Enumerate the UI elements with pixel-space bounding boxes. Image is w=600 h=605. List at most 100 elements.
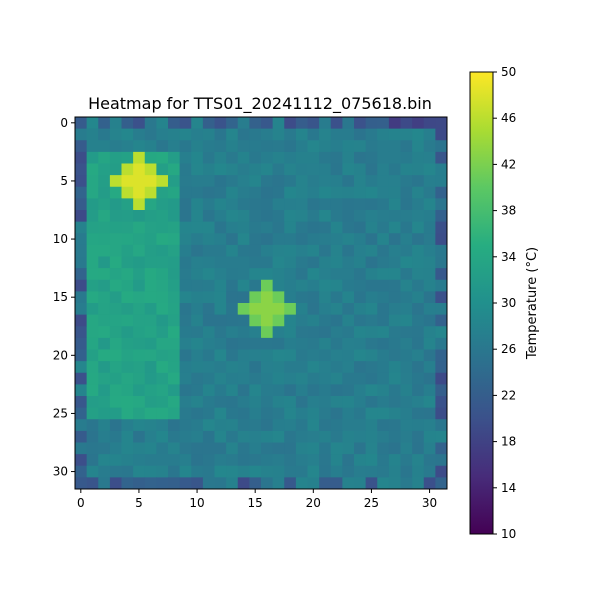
heatmap-cell (295, 186, 308, 199)
heatmap-cell (435, 314, 448, 327)
heatmap-cell (237, 372, 250, 385)
heatmap-cell (330, 442, 343, 455)
heatmap-cell (435, 186, 448, 199)
heatmap-cell (307, 151, 320, 164)
heatmap-cell (214, 454, 227, 467)
heatmap-cell (249, 314, 262, 327)
heatmap-cell (307, 140, 320, 153)
heatmap-cell (144, 175, 157, 188)
heatmap-cell (237, 337, 250, 350)
heatmap-cell (261, 221, 274, 234)
heatmap-cell (330, 291, 343, 304)
heatmap-cell (202, 117, 215, 130)
heatmap-cell (98, 175, 111, 188)
heatmap-cell (75, 140, 88, 153)
heatmap-cell (261, 442, 274, 455)
heatmap-cell (400, 326, 413, 339)
heatmap-cell (179, 268, 192, 281)
heatmap-cell (435, 396, 448, 409)
heatmap-cell (237, 326, 250, 339)
heatmap-cell (237, 186, 250, 199)
heatmap-cell (191, 349, 204, 362)
heatmap-cell (168, 442, 181, 455)
heatmap-cell (86, 233, 99, 246)
heatmap-cell (133, 326, 146, 339)
heatmap-cell (109, 117, 122, 130)
heatmap-cell (342, 477, 355, 490)
heatmap-cell (435, 233, 448, 246)
heatmap-cell (261, 372, 274, 385)
heatmap-cell (400, 477, 413, 490)
heatmap-cell (144, 128, 157, 141)
heatmap-cell (249, 128, 262, 141)
heatmap-cell (109, 221, 122, 234)
heatmap-cell (377, 256, 390, 269)
heatmap-cell (261, 303, 274, 316)
heatmap-cell (435, 210, 448, 223)
heatmap-cell (388, 244, 401, 257)
heatmap-cell (330, 326, 343, 339)
heatmap-cell (226, 256, 239, 269)
heatmap-cell (412, 140, 425, 153)
heatmap-cell (156, 175, 169, 188)
heatmap-cell (75, 210, 88, 223)
heatmap-cell (272, 233, 285, 246)
heatmap-cell (284, 186, 297, 199)
heatmap-cell (295, 291, 308, 304)
heatmap-cell (377, 244, 390, 257)
heatmap-cell (423, 186, 436, 199)
heatmap-cell (179, 163, 192, 176)
heatmap-cell (307, 279, 320, 292)
heatmap-cell (377, 210, 390, 223)
heatmap-cell (202, 407, 215, 420)
heatmap-cell (98, 430, 111, 443)
heatmap-cell (435, 454, 448, 467)
heatmap-cell (133, 430, 146, 443)
heatmap-cell (156, 128, 169, 141)
heatmap-cell (307, 175, 320, 188)
heatmap-cell (319, 256, 332, 269)
heatmap-cell (249, 291, 262, 304)
heatmap-cell (423, 117, 436, 130)
x-tick-label: 25 (364, 496, 379, 510)
heatmap-cell (202, 314, 215, 327)
heatmap-cell (168, 361, 181, 374)
heatmap-cell (377, 442, 390, 455)
heatmap-cell (86, 396, 99, 409)
heatmap-cell (75, 384, 88, 397)
heatmap-cell (377, 465, 390, 478)
heatmap-cell (202, 198, 215, 211)
heatmap-cell (284, 268, 297, 281)
heatmap-cell (342, 198, 355, 211)
heatmap-cell (168, 303, 181, 316)
colorbar-tick-label: 26 (501, 342, 516, 356)
heatmap-cell (191, 117, 204, 130)
heatmap-cell (354, 140, 367, 153)
heatmap-cell (330, 233, 343, 246)
heatmap-cell (121, 117, 134, 130)
heatmap-cell (144, 163, 157, 176)
heatmap-cell (144, 442, 157, 455)
heatmap-cell (109, 384, 122, 397)
heatmap-cell (365, 117, 378, 130)
colorbar-tick-label: 30 (501, 296, 516, 310)
heatmap-cell (377, 117, 390, 130)
heatmap-cell (284, 198, 297, 211)
heatmap-cell (261, 477, 274, 490)
heatmap-cell (388, 233, 401, 246)
heatmap-cell (365, 186, 378, 199)
heatmap-cell (400, 128, 413, 141)
heatmap-cell (249, 268, 262, 281)
heatmap-cell (354, 233, 367, 246)
heatmap-cell (214, 279, 227, 292)
heatmap-cell (179, 175, 192, 188)
heatmap-cell (86, 337, 99, 350)
heatmap-cell (435, 303, 448, 316)
heatmap-cell (330, 407, 343, 420)
heatmap-cell (412, 256, 425, 269)
heatmap-cell (365, 210, 378, 223)
heatmap-cell (109, 337, 122, 350)
heatmap-cell (354, 244, 367, 257)
heatmap-cell (423, 151, 436, 164)
heatmap-cell (226, 244, 239, 257)
